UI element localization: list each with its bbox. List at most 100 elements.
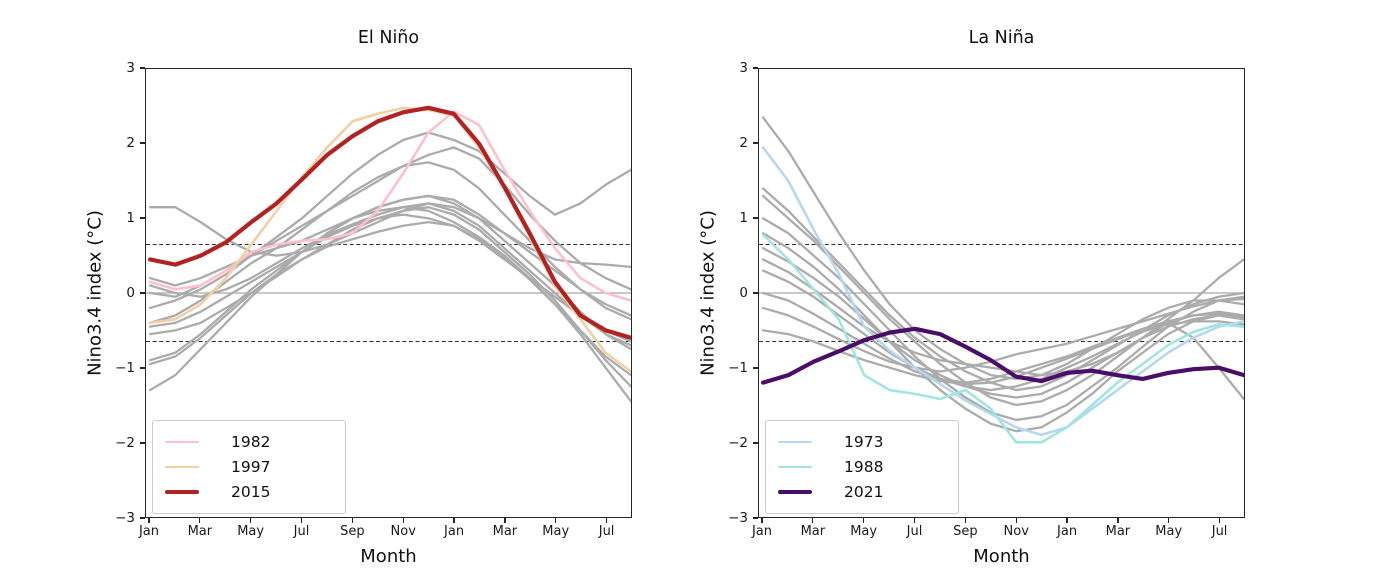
x-tick-label: May — [850, 524, 878, 539]
series-line-2021 — [760, 326, 1244, 385]
legend-line-swatch — [165, 465, 199, 469]
y-tick-mark — [753, 442, 758, 444]
x-tick-mark — [605, 518, 608, 523]
x-tick-mark — [863, 518, 865, 523]
legend-line-swatch — [165, 440, 199, 444]
legend-item: 1988 — [778, 457, 946, 477]
x-tick-label: Jul — [293, 524, 310, 539]
y-tick-label: 3 — [739, 60, 748, 76]
y-tick-label: −2 — [115, 435, 135, 451]
y-tick-mark — [140, 442, 145, 444]
x-tick-mark — [1218, 518, 1221, 523]
y-tick-mark — [753, 517, 758, 519]
x-tick-label: May — [237, 524, 265, 539]
x-tick-label: Nov — [1003, 524, 1029, 539]
x-tick-label: Jan — [138, 524, 160, 539]
y-tick-label: −3 — [115, 510, 135, 526]
x-tick-mark — [148, 518, 150, 523]
y-tick-label: 0 — [126, 285, 135, 301]
x-tick-mark — [555, 518, 557, 523]
background-year-line — [148, 202, 631, 347]
x-tick-mark — [964, 518, 966, 523]
y-tick-label: 2 — [126, 135, 135, 151]
y-tick-mark — [140, 292, 145, 294]
legend-year-label: 2015 — [231, 483, 271, 501]
y-tick-mark — [753, 367, 758, 369]
x-tick-label: Sep — [340, 524, 365, 539]
x-tick-label: Jul — [906, 524, 923, 539]
y-tick-mark — [753, 142, 758, 144]
x-tick-label: Mar — [800, 524, 826, 539]
background-year-line — [761, 187, 1244, 392]
legend-year-label: 2021 — [844, 483, 884, 501]
x-tick-label: Mar — [1105, 524, 1131, 539]
legend-item: 1997 — [165, 457, 333, 477]
x-tick-label: Jul — [598, 524, 615, 539]
legend-line-swatch — [165, 490, 199, 494]
y-tick-label: 0 — [739, 285, 748, 301]
y-tick-label: −3 — [728, 510, 748, 526]
legend-item: 1973 — [778, 432, 946, 452]
y-tick-label: 3 — [126, 60, 135, 76]
legend-line-swatch — [778, 440, 812, 444]
background-year-line — [761, 297, 1244, 373]
x-tick-mark — [402, 518, 404, 523]
legend: 1973 1988 2021 — [765, 420, 959, 514]
x-tick-mark — [199, 518, 201, 523]
x-tick-mark — [453, 518, 455, 523]
y-tick-label: −1 — [115, 360, 135, 376]
background-year-line — [761, 217, 1244, 422]
x-axis-label: Month — [973, 546, 1030, 567]
y-tick-label: −2 — [728, 435, 748, 451]
x-tick-mark — [1015, 518, 1017, 523]
x-tick-label: Jul — [1211, 524, 1228, 539]
y-tick-mark — [140, 142, 145, 144]
y-tick-mark — [140, 217, 145, 219]
series-line-1988 — [761, 233, 1244, 444]
y-tick-label: −1 — [728, 360, 748, 376]
panel-el-nino: El Niño Nino3.4 index (°C) Month 3 2 1 0 −1−… — [85, 28, 632, 567]
legend: 1982 1997 2015 — [152, 420, 346, 514]
legend-item: 1982 — [165, 432, 333, 452]
background-year-line — [761, 116, 1244, 381]
x-tick-label: Mar — [492, 524, 518, 539]
x-tick-mark — [1117, 518, 1119, 523]
y-tick-label: 1 — [126, 210, 135, 226]
y-tick-mark — [753, 67, 758, 69]
x-tick-mark — [1168, 518, 1170, 523]
series-line-1982 — [148, 110, 631, 302]
x-tick-label: May — [1155, 524, 1183, 539]
x-tick-mark — [812, 518, 814, 523]
x-tick-mark — [351, 518, 353, 523]
x-tick-mark — [913, 518, 916, 523]
chart-title: El Niño — [357, 28, 420, 48]
x-tick-mark — [250, 518, 252, 523]
legend-item: 2021 — [778, 482, 946, 502]
x-tick-mark — [761, 518, 763, 523]
legend-line-swatch — [778, 465, 812, 469]
y-tick-label: 1 — [739, 210, 748, 226]
y-tick-label: 2 — [739, 135, 748, 151]
legend-line-swatch — [778, 490, 812, 494]
legend-year-label: 1997 — [231, 458, 271, 476]
x-tick-label: Mar — [187, 524, 213, 539]
y-tick-mark — [753, 292, 758, 294]
series-line-2015 — [147, 105, 631, 340]
background-year-line — [148, 220, 631, 403]
background-year-line — [148, 194, 631, 362]
background-year-line — [148, 213, 631, 343]
x-tick-mark — [1066, 518, 1068, 523]
x-axis-label: Month — [360, 546, 417, 567]
y-tick-mark — [753, 217, 758, 219]
background-year-line — [148, 206, 631, 388]
background-year-line — [761, 247, 1244, 399]
legend-year-label: 1988 — [844, 458, 884, 476]
x-tick-label: May — [542, 524, 570, 539]
y-tick-mark — [140, 367, 145, 369]
x-tick-label: Jan — [444, 524, 465, 539]
x-tick-label: Jan — [751, 524, 773, 539]
panel-la-nina: La Niña Nino3.4 index (°C) Month 3 2 1 0 −1−… — [698, 28, 1245, 567]
y-tick-mark — [140, 517, 145, 519]
background-year-line — [148, 161, 631, 325]
